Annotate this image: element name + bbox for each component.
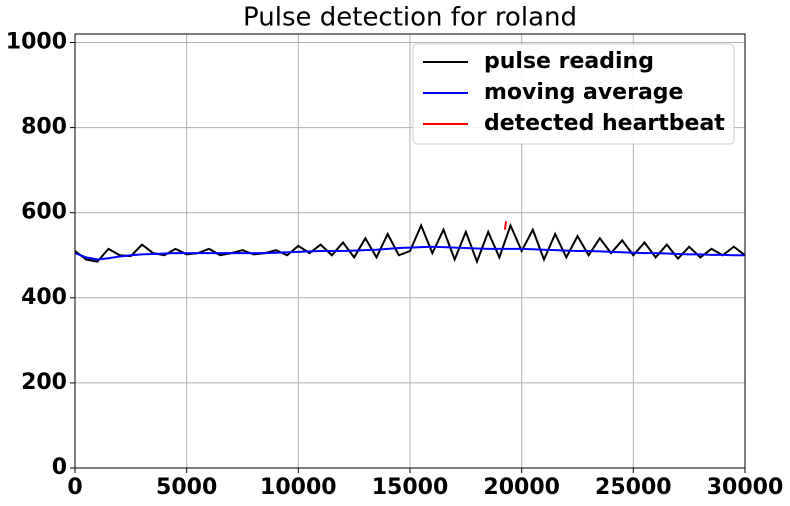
- y-tick-label: 0: [52, 455, 67, 480]
- legend-label: detected heartbeat: [484, 111, 725, 136]
- x-tick-label: 30000: [707, 475, 784, 500]
- x-tick-label: 25000: [595, 475, 672, 500]
- line: [74, 245, 745, 261]
- y-tick-label: 1000: [6, 30, 67, 55]
- x-tick-label: 0: [67, 475, 82, 500]
- legend: [412, 43, 735, 145]
- chart-title: Pulse detection for roland: [243, 3, 577, 33]
- x-tick-label: 15000: [372, 475, 449, 500]
- y-tick-label: 200: [21, 370, 67, 395]
- legend-label: pulse reading: [484, 49, 654, 74]
- y-tick-label: 800: [21, 115, 67, 140]
- legend-label: moving average: [484, 80, 683, 105]
- y-tick-label: 400: [21, 285, 67, 310]
- x-tick-label: 5000: [156, 475, 217, 500]
- plot-frame: [74, 33, 746, 469]
- x-tick-label: 10000: [260, 475, 337, 500]
- line: [74, 222, 746, 265]
- line: [503, 221, 508, 230]
- x-tick-label: 20000: [483, 475, 560, 500]
- y-tick-label: 600: [21, 200, 67, 225]
